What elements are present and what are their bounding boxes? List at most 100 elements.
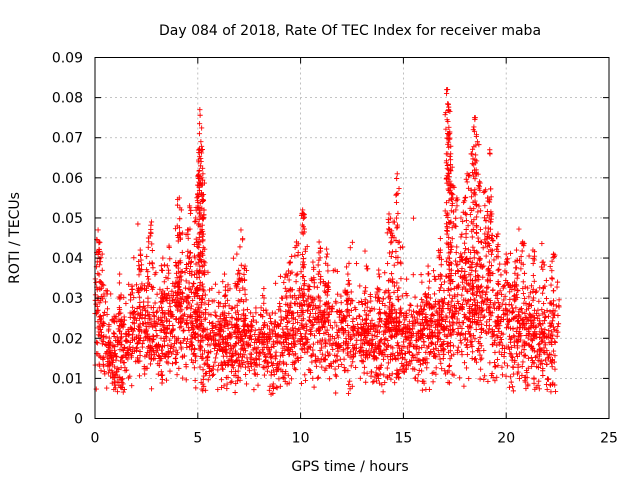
data-point bbox=[445, 212, 451, 218]
data-point bbox=[495, 248, 501, 255]
data-point bbox=[379, 300, 386, 307]
data-point bbox=[467, 323, 473, 329]
data-point bbox=[101, 368, 107, 375]
data-point bbox=[320, 278, 327, 285]
data-point bbox=[188, 332, 194, 338]
data-point bbox=[183, 231, 189, 238]
data-point bbox=[171, 283, 177, 289]
data-point bbox=[242, 263, 248, 269]
data-point bbox=[426, 335, 432, 342]
data-point bbox=[224, 321, 230, 327]
data-point bbox=[106, 321, 112, 328]
y-tick-label: 0.02 bbox=[52, 331, 83, 347]
data-point bbox=[185, 235, 191, 241]
data-point bbox=[198, 379, 204, 386]
data-point bbox=[197, 309, 203, 315]
data-point bbox=[354, 328, 361, 334]
data-point bbox=[229, 321, 235, 327]
data-point bbox=[325, 280, 332, 286]
data-point bbox=[394, 224, 401, 230]
data-point bbox=[447, 178, 453, 184]
data-point bbox=[184, 336, 191, 342]
data-point bbox=[439, 297, 445, 303]
data-point bbox=[490, 287, 496, 294]
data-point bbox=[168, 342, 174, 348]
data-point bbox=[106, 335, 112, 341]
data-point bbox=[114, 389, 121, 395]
data-point bbox=[261, 300, 267, 306]
data-point bbox=[285, 372, 291, 378]
data-point bbox=[288, 312, 295, 318]
data-point bbox=[200, 165, 206, 171]
data-point bbox=[390, 345, 396, 351]
data-point bbox=[446, 250, 452, 256]
data-point bbox=[266, 387, 272, 393]
data-point bbox=[198, 299, 204, 305]
data-point bbox=[432, 342, 439, 348]
data-point bbox=[539, 240, 545, 247]
data-point bbox=[438, 321, 445, 328]
data-point bbox=[456, 319, 462, 325]
data-point bbox=[136, 258, 142, 265]
data-point bbox=[482, 292, 489, 298]
data-point bbox=[222, 293, 228, 299]
data-point bbox=[340, 340, 347, 346]
data-point bbox=[219, 347, 226, 353]
data-point bbox=[391, 289, 397, 295]
data-point bbox=[413, 337, 419, 344]
data-point bbox=[418, 322, 424, 328]
data-point bbox=[463, 217, 470, 224]
data-point bbox=[310, 375, 316, 381]
data-point bbox=[134, 341, 141, 347]
data-point bbox=[413, 333, 419, 339]
data-point bbox=[353, 260, 360, 267]
data-point bbox=[531, 380, 537, 386]
data-point bbox=[306, 318, 312, 324]
data-point bbox=[186, 280, 192, 286]
data-point bbox=[199, 386, 205, 392]
data-point bbox=[261, 286, 267, 292]
data-point bbox=[477, 334, 483, 340]
data-point bbox=[494, 356, 501, 363]
data-point bbox=[144, 253, 150, 260]
data-point bbox=[519, 343, 525, 349]
data-point bbox=[227, 357, 233, 363]
data-point bbox=[402, 310, 408, 316]
data-point bbox=[332, 366, 338, 372]
data-point bbox=[424, 325, 430, 331]
data-point bbox=[487, 298, 493, 304]
data-point bbox=[363, 263, 369, 269]
data-point bbox=[414, 351, 420, 357]
data-point bbox=[233, 372, 239, 379]
data-point bbox=[396, 346, 403, 352]
data-point bbox=[158, 290, 165, 296]
data-point bbox=[442, 368, 448, 374]
data-point bbox=[191, 294, 198, 300]
data-point bbox=[282, 371, 288, 377]
data-point bbox=[243, 315, 249, 321]
data-point bbox=[384, 328, 390, 334]
data-point bbox=[148, 386, 155, 392]
data-point bbox=[133, 346, 139, 352]
data-point bbox=[250, 313, 256, 320]
data-point bbox=[191, 365, 197, 371]
data-point bbox=[131, 315, 137, 321]
data-point bbox=[317, 255, 323, 261]
data-point bbox=[155, 317, 162, 323]
data-point bbox=[363, 285, 369, 291]
x-tick-label: 5 bbox=[193, 431, 202, 447]
data-point bbox=[286, 287, 292, 294]
data-point bbox=[522, 295, 528, 302]
data-point bbox=[535, 382, 541, 388]
data-point bbox=[135, 289, 141, 296]
data-point bbox=[167, 295, 173, 301]
data-point bbox=[399, 360, 405, 367]
data-point bbox=[462, 250, 468, 256]
data-point bbox=[93, 279, 99, 286]
data-point bbox=[390, 219, 396, 225]
data-point bbox=[239, 354, 246, 360]
data-point bbox=[515, 272, 521, 278]
data-point bbox=[494, 323, 500, 329]
data-point bbox=[237, 287, 243, 293]
data-point bbox=[436, 313, 443, 319]
